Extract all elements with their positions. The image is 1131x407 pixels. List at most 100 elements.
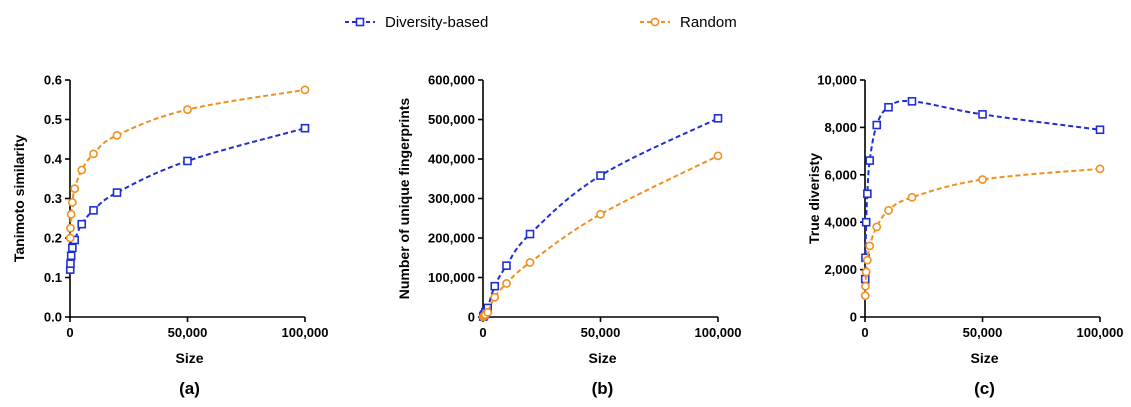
data-point [872,222,882,232]
y-tick-label: 0 [850,310,857,325]
y-tick-label: 10,000 [817,73,857,88]
data-point [183,105,192,115]
panel-label: (b) [592,379,614,398]
series-diversity-based [860,97,1105,284]
y-tick-label: 8,000 [824,120,857,135]
y-tick-label: 6,000 [824,167,857,182]
data-point [66,223,75,233]
data-point [89,206,98,215]
panel-label: (c) [974,379,995,398]
y-tick-label: 400,000 [428,152,475,167]
x-tick-label: 50,000 [963,325,1003,340]
panel-label: (a) [179,379,200,398]
series-line [864,100,1101,280]
data-point [112,188,122,197]
x-tick-label: 100,000 [282,325,329,340]
x-tick-label: 0 [861,325,868,340]
data-point [112,130,122,140]
data-point [525,229,535,239]
data-point [596,209,605,219]
data-point [300,85,310,95]
data-point [1095,164,1105,174]
data-point [862,255,872,265]
y-tick-label: 100,000 [428,270,475,285]
y-tick-label: 0.6 [44,73,62,88]
legend-item-diversity: Diversity-based [345,14,488,31]
data-point [66,209,76,219]
x-tick-label: 0 [479,325,486,340]
y-tick-label: 0.0 [44,310,62,325]
data-point [872,120,882,130]
data-point [1095,125,1105,135]
data-point [490,281,500,291]
data-point [490,292,500,302]
x-tick-label: 0 [66,325,73,340]
data-point [907,192,917,202]
y-axis-label: True diveristy [806,153,822,244]
x-axis-label: Size [175,350,203,366]
x-axis-label: Size [970,350,998,366]
data-point [483,307,493,317]
data-point [183,156,192,166]
data-point [300,123,310,133]
y-tick-label: 0.1 [44,270,62,285]
data-point [77,219,87,229]
x-tick-label: 100,000 [695,325,742,340]
data-point [525,258,535,267]
data-point [863,189,872,199]
data-point [596,171,605,180]
y-tick-label: 0.3 [44,191,62,206]
data-point [77,165,87,175]
data-point [860,291,870,301]
legend-item-random: Random [640,14,737,31]
data-point [861,217,871,227]
x-tick-label: 50,000 [581,325,621,340]
data-point [884,102,893,112]
data-point [865,156,875,165]
panel-c: 0 2,000 4,000 6,000 8,000 10,000 0 50,000 100,00… [806,73,1124,399]
data-point [67,198,77,207]
series-diversity-based [65,123,310,274]
data-point [66,251,76,261]
data-point [713,114,723,123]
y-tick-label: 2,000 [824,262,857,277]
chart-panels: 0.0 0.1 0.2 0.3 0.4 0.5 0.6 0 50,000 100,000 Size T… [11,73,1124,399]
data-point [70,184,80,194]
y-tick-label: 4,000 [824,215,857,230]
panel-b: 0 100,000 200,000 300,000 400,000 500,000 600,… [396,73,742,399]
data-point [865,241,875,251]
y-tick-label: 300,000 [428,191,475,206]
data-point [907,97,917,106]
series-random [860,164,1105,301]
series-random [65,85,310,243]
y-tick-label: 600,000 [428,73,475,88]
y-tick-label: 200,000 [428,231,475,246]
data-point [502,279,511,288]
x-tick-label: 50,000 [168,325,208,340]
data-point [884,205,893,215]
y-tick-label: 0.4 [44,152,63,167]
y-axis-label: Tanimoto similarity [11,135,27,263]
legend-label: Diversity-based [385,14,488,31]
series-line [69,88,306,239]
y-tick-label: 0.5 [44,112,62,127]
data-point [713,151,723,161]
data-point [861,281,870,291]
series-line [864,167,1101,296]
y-tick-label: 0 [468,310,475,325]
legend-marker [355,17,365,27]
panel-a: 0.0 0.1 0.2 0.3 0.4 0.5 0.6 0 50,000 100,000 Size T… [11,73,329,399]
series-random [478,151,723,322]
x-tick-label: 100,000 [1077,325,1124,340]
data-point [502,261,511,270]
data-point [978,110,987,119]
x-axis-label: Size [588,350,616,366]
data-point [89,149,98,159]
y-tick-label: 0.2 [44,231,62,246]
series-line [482,154,719,318]
data-point [978,175,987,184]
data-point [65,233,75,243]
legend: Diversity-based Random [345,14,737,31]
legend-label: Random [680,14,737,31]
